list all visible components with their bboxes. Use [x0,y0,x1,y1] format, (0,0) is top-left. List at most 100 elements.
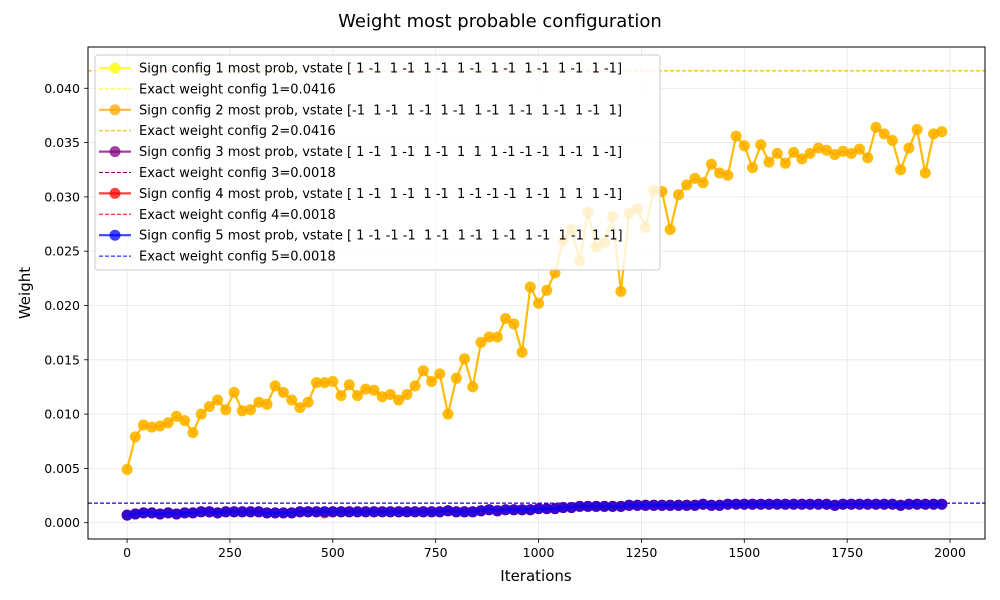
y-tick-label: 0.010 [44,407,80,422]
data-point [450,506,462,518]
data-point [738,498,750,510]
data-point [664,499,676,511]
data-point [771,498,783,510]
x-tick-label: 1500 [728,545,760,560]
data-point [722,498,734,510]
data-point [302,396,314,408]
data-point [788,498,800,510]
data-point [854,143,865,155]
data-point [203,506,215,518]
data-point [821,498,833,510]
data-point [121,464,133,475]
data-point [146,421,158,433]
data-point [664,224,676,235]
data-point [574,500,586,512]
x-tick-label: 750 [424,545,448,560]
data-point [895,499,907,511]
data-point [121,509,133,521]
data-point [557,502,569,513]
y-tick-label: 0.030 [44,189,80,204]
legend-label: Exact weight config 2=0.0416 [139,124,336,139]
data-point [146,507,158,519]
data-point [598,500,610,512]
data-point [837,498,849,510]
data-point [220,404,232,416]
data-point [195,408,207,420]
data-point [689,499,701,511]
data-point [763,498,775,510]
data-point [845,498,857,510]
data-point [500,313,512,324]
legend-item: Exact weight config 5=0.0018 [99,250,336,265]
legend-marker [109,187,121,199]
data-point [261,398,273,410]
legend-label: Sign config 4 most prob, vstate [ 1 -1 1… [139,187,622,202]
data-point [212,394,224,406]
data-point [516,346,528,358]
data-point [508,318,520,330]
data-point [409,506,421,518]
data-point [434,368,446,380]
data-point [261,507,273,519]
legend-item: Sign config 4 most prob, vstate [ 1 -1 1… [99,187,622,202]
legend-item: Exact weight config 4=0.0018 [99,208,336,223]
data-point [179,507,191,519]
data-point [368,506,380,518]
chart-title: Weight most probable configuration [338,11,662,32]
y-tick-label: 0.025 [44,244,80,259]
legend-item: Exact weight config 2=0.0416 [99,124,336,139]
data-point [319,377,331,389]
data-point [755,139,767,151]
data-point [500,504,512,516]
data-point [796,498,808,510]
data-point [928,498,940,510]
legend-marker [109,62,121,74]
x-tick-label: 2000 [934,545,966,560]
data-point [376,506,388,518]
y-axis-label: Weight [16,267,34,319]
data-point [294,506,306,518]
data-point [936,498,948,510]
legend-item: Exact weight config 3=0.0018 [99,166,336,181]
y-tick-label: 0.000 [44,515,80,530]
legend-marker [109,104,121,116]
data-point [302,506,314,518]
data-point [327,376,339,387]
legend-label: Exact weight config 1=0.0416 [139,82,336,97]
data-point [286,507,298,519]
data-point [607,500,619,512]
data-point [689,172,701,184]
data-point [903,142,915,154]
data-point [533,503,545,515]
data-point [491,331,503,343]
data-point [755,498,767,510]
data-point [878,128,890,140]
data-point [524,504,536,516]
data-point [245,506,256,518]
data-point [796,153,808,165]
data-point [162,507,174,519]
data-point [286,394,298,406]
legend-item: Sign config 1 most prob, vstate [ 1 -1 1… [99,62,622,77]
data-point [919,498,931,510]
data-point [730,498,742,510]
y-tick-label: 0.040 [44,81,80,96]
x-axis-label: Iterations [500,567,572,585]
x-tick-label: 500 [321,545,345,560]
data-point [277,507,289,519]
axis-ticks: 0 250 500 750 1000 1250 1500 1750 2000 0.000 0.005… [44,81,966,560]
data-point [352,506,363,518]
data-point [705,499,717,511]
x-tick-label: 0 [123,545,131,560]
data-point [426,376,438,387]
legend-label: Sign config 1 most prob, vstate [ 1 -1 1… [139,62,622,77]
data-point [426,506,438,518]
data-point [541,503,553,515]
data-point [747,162,758,174]
data-point [656,499,668,511]
x-tick-label: 1250 [626,545,658,560]
data-point [162,417,174,429]
y-tick-label: 0.015 [44,352,80,367]
legend-marker [109,146,121,158]
data-point [277,386,289,398]
